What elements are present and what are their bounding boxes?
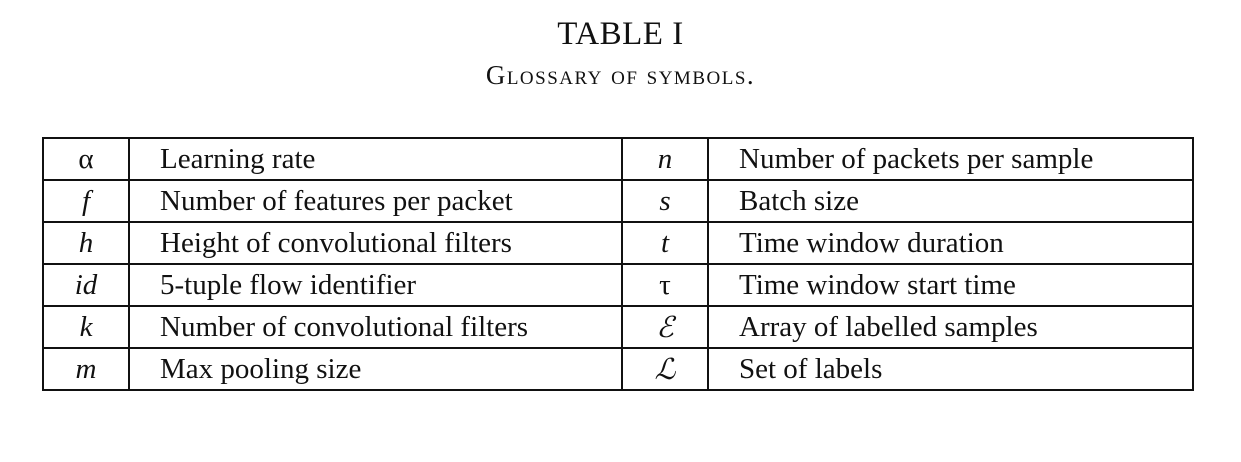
symbol-cell: m bbox=[42, 347, 130, 391]
symbol-cell: id bbox=[42, 263, 130, 307]
description-cell: Number of packets per sample bbox=[707, 137, 1194, 181]
description-cell: Batch size bbox=[707, 179, 1194, 223]
description-cell: Time window duration bbox=[707, 221, 1194, 265]
symbol-cell: t bbox=[621, 221, 709, 265]
table-label: TABLE I bbox=[557, 16, 684, 52]
table-row: m Max pooling size ℒ Set of labels bbox=[42, 347, 1194, 391]
table-row: id 5-tuple flow identifier τ Time window… bbox=[42, 263, 1194, 307]
description-cell: Height of convolutional filters bbox=[128, 221, 623, 265]
description-cell: Set of labels bbox=[707, 347, 1194, 391]
symbol-cell: α bbox=[42, 137, 130, 181]
symbol-cell: h bbox=[42, 221, 130, 265]
glossary-table: α Learning rate n Number of packets per … bbox=[42, 137, 1194, 391]
table-row: α Learning rate n Number of packets per … bbox=[42, 137, 1194, 181]
symbol-cell: k bbox=[42, 305, 130, 349]
description-cell: Time window start time bbox=[707, 263, 1194, 307]
table-row: f Number of features per packet s Batch … bbox=[42, 179, 1194, 223]
description-cell: Learning rate bbox=[128, 137, 623, 181]
description-cell: Number of convolutional filters bbox=[128, 305, 623, 349]
symbol-cell: τ bbox=[621, 263, 709, 307]
symbol-cell: n bbox=[621, 137, 709, 181]
description-cell: Number of features per packet bbox=[128, 179, 623, 223]
table-row: k Number of convolutional filters ℰ Arra… bbox=[42, 305, 1194, 349]
symbol-cell: f bbox=[42, 179, 130, 223]
symbol-cell: s bbox=[621, 179, 709, 223]
table-row: h Height of convolutional filters t Time… bbox=[42, 221, 1194, 265]
description-cell: 5-tuple flow identifier bbox=[128, 263, 623, 307]
table-title: Glossary of symbols. bbox=[485, 60, 756, 90]
description-cell: Array of labelled samples bbox=[707, 305, 1194, 349]
symbol-cell: ℰ bbox=[621, 305, 709, 349]
description-cell: Max pooling size bbox=[128, 347, 623, 391]
symbol-cell: ℒ bbox=[621, 347, 709, 391]
